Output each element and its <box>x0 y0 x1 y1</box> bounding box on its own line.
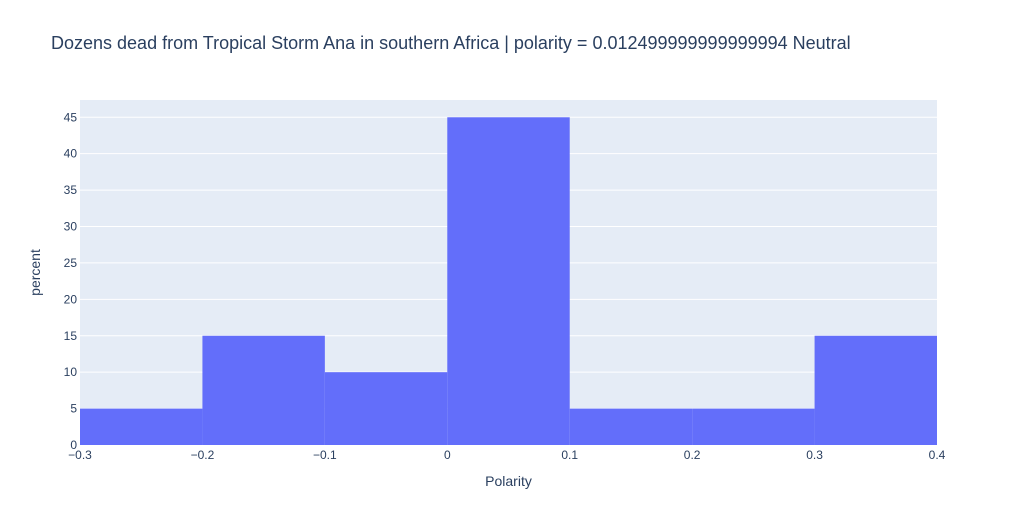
x-axis-ticks: −0.3 −0.2 −0.1 0 0.1 0.2 0.3 0.4 <box>68 448 946 462</box>
chart-title: Dozens dead from Tropical Storm Ana in s… <box>51 33 851 53</box>
y-tick-label: 45 <box>64 110 78 124</box>
x-tick-label: 0.2 <box>684 448 701 462</box>
y-tick-label: 40 <box>64 147 78 161</box>
y-tick-label: 30 <box>64 220 78 234</box>
histogram-bar <box>447 117 570 445</box>
x-tick-label: 0.4 <box>929 448 946 462</box>
y-axis-ticks: 0 5 10 15 20 25 30 35 40 45 <box>64 110 78 452</box>
histogram-bar <box>814 335 937 445</box>
y-axis-title: percent <box>27 249 43 296</box>
x-tick-label: 0.3 <box>806 448 823 462</box>
y-tick-label: 35 <box>64 183 78 197</box>
x-tick-label: −0.3 <box>68 448 92 462</box>
y-tick-label: 0 <box>70 438 77 452</box>
x-tick-label: 0.1 <box>561 448 578 462</box>
y-tick-label: 15 <box>64 329 78 343</box>
y-tick-label: 5 <box>70 402 77 416</box>
y-tick-label: 25 <box>64 256 78 270</box>
x-axis-title: Polarity <box>485 473 532 489</box>
y-tick-label: 20 <box>64 292 78 306</box>
histogram-bar <box>324 372 448 445</box>
histogram-bar <box>569 408 693 445</box>
x-tick-label: 0 <box>444 448 451 462</box>
histogram-bar <box>692 408 815 445</box>
x-tick-label: −0.2 <box>191 448 215 462</box>
histogram-bar <box>80 408 203 445</box>
bars <box>80 117 937 445</box>
x-tick-label: −0.1 <box>313 448 337 462</box>
y-tick-label: 10 <box>64 365 78 379</box>
histogram-bar <box>202 335 325 445</box>
